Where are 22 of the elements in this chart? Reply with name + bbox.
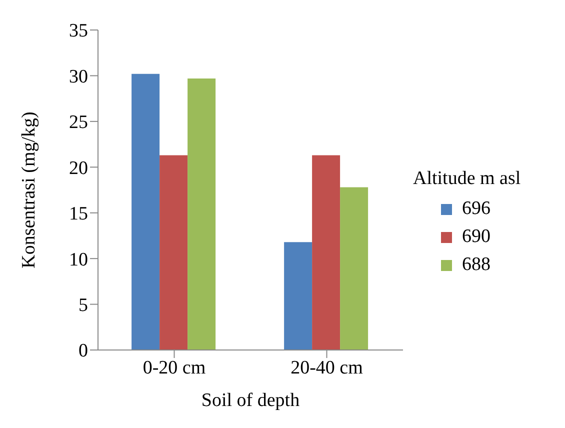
- x-axis-title: Soil of depth: [201, 390, 300, 411]
- bar: [188, 78, 216, 350]
- y-tick-label: 20: [69, 158, 88, 179]
- y-tick-label: 5: [78, 295, 88, 316]
- y-tick-label: 30: [69, 66, 88, 88]
- y-tick-label: 25: [69, 112, 88, 134]
- bar: [284, 242, 312, 350]
- y-tick-label: 15: [69, 204, 88, 225]
- y-axis-title: Konsentrasi (mg/kg): [18, 112, 40, 268]
- bar: [312, 155, 340, 350]
- legend-label: 688: [462, 254, 490, 276]
- bar: [340, 187, 368, 350]
- legend-title: Altitude m asl: [413, 168, 521, 190]
- bar: [160, 155, 188, 350]
- legend-label: 696: [462, 198, 490, 220]
- legend-label: 690: [462, 226, 490, 248]
- y-tick-label: 0: [78, 340, 88, 362]
- y-tick-label: 35: [69, 20, 88, 42]
- y-tick-label: 10: [69, 249, 88, 270]
- x-tick-label: 20-40 cm: [290, 357, 364, 378]
- x-tick-label: 0-20 cm: [142, 357, 206, 378]
- bar: [132, 74, 160, 350]
